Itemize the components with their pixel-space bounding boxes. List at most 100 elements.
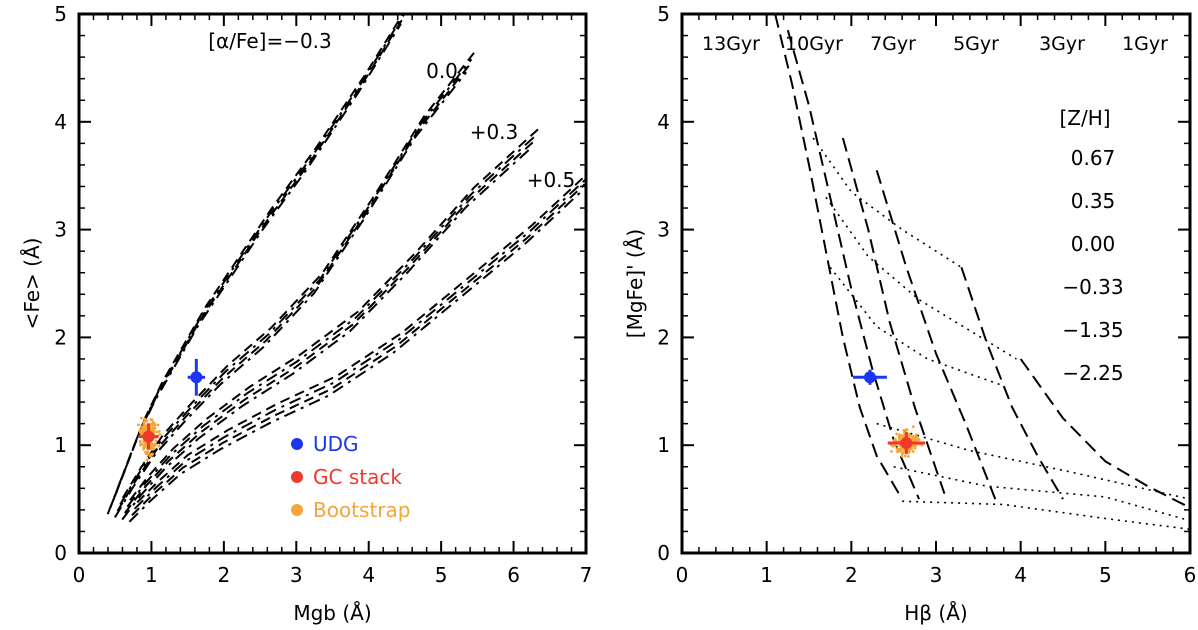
alpha-fe-label-fe-0-3: [α/Fe]=−0.3 <box>208 29 332 53</box>
point-marker <box>142 430 155 443</box>
y-tick-label: 1 <box>657 433 670 457</box>
data-point-udg <box>187 358 206 396</box>
point-marker <box>863 371 876 384</box>
legend-label-bootstrap: Bootstrap <box>313 498 410 522</box>
age-label-3gyr: 3Gyr <box>1039 33 1085 55</box>
iso-age-track-5gyr <box>875 170 997 500</box>
bootstrap-point <box>901 451 905 455</box>
y-tick-label: 2 <box>54 325 67 349</box>
legend-marker-bootstrap <box>291 504 303 516</box>
y-axis-label: [MgFe]' (Å) <box>623 229 647 338</box>
bootstrap-point <box>895 450 899 454</box>
bootstrap-point <box>908 433 912 437</box>
bootstrap-point <box>138 441 142 445</box>
data-point-udg <box>853 369 887 385</box>
bootstrap-point <box>143 441 147 445</box>
bootstrap-point <box>895 447 899 450</box>
bootstrap-point <box>149 418 153 421</box>
bootstrap-point <box>911 450 915 453</box>
bootstrap-point <box>898 436 902 440</box>
x-tick-label: 6 <box>507 563 520 587</box>
x-tick-label: 6 <box>1184 563 1197 587</box>
bootstrap-point <box>893 437 897 441</box>
age-label-7gyr: 7Gyr <box>870 33 916 55</box>
plot-frame <box>77 12 588 555</box>
age-label-13gyr: 13Gyr <box>702 33 760 55</box>
age-label-5gyr: 5Gyr <box>953 33 999 55</box>
bootstrap-point <box>141 429 145 433</box>
model-track-0-3 <box>126 133 538 508</box>
alpha-fe-label-0-3: +0.3 <box>470 120 519 144</box>
x-tick-label: 1 <box>145 563 158 587</box>
y-tick-label: 4 <box>657 110 670 134</box>
model-track-fe-0-3 <box>111 14 406 502</box>
model-track-fe-0-3 <box>106 23 402 515</box>
bootstrap-point <box>142 422 146 426</box>
bootstrap-point <box>152 423 155 427</box>
point-marker <box>900 437 913 450</box>
x-tick-label: 2 <box>217 563 230 587</box>
bootstrap-point <box>158 433 162 436</box>
bootstrap-point <box>149 452 153 456</box>
model-track-0-5 <box>131 183 586 516</box>
bootstrap-point <box>898 447 902 451</box>
plot-area <box>106 14 586 523</box>
age-label-1gyr: 1Gyr <box>1122 33 1168 55</box>
y-tick-label: 1 <box>54 433 67 457</box>
bootstrap-point <box>157 429 161 433</box>
bootstrap-point <box>899 450 903 453</box>
data-point-gc-stack <box>887 432 925 454</box>
x-tick-label: 3 <box>290 563 303 587</box>
metallicity-label-0-33: −0.33 <box>1062 275 1123 299</box>
x-tick-label: 1 <box>760 563 773 587</box>
bootstrap-point <box>910 437 914 441</box>
iso-age-track-3gyr <box>960 267 1064 500</box>
iso-metal-track-2-25 <box>902 500 1190 531</box>
model-track-0-3 <box>129 127 540 501</box>
bootstrap-point <box>145 458 149 462</box>
metallicity-label-0-35: 0.35 <box>1071 189 1116 213</box>
bootstrap-point <box>150 442 154 446</box>
x-tick-label: 5 <box>1099 563 1112 587</box>
model-track-0-5 <box>133 177 586 510</box>
bootstrap-point <box>142 447 146 451</box>
bootstrap-point <box>137 423 140 427</box>
y-tick-label: 2 <box>657 325 670 349</box>
left-panel-mgb-vs-fe: 0 1 2 3 4 5 6 7 0 1 2 3 4 5 Mgb (Å) <Fe> (Å) [α/Fe]=−0.3… <box>20 2 592 625</box>
x-tick-label: 3 <box>930 563 943 587</box>
bootstrap-point <box>141 425 145 429</box>
metallicity-label-0-67: 0.67 <box>1071 146 1116 170</box>
bootstrap-point <box>154 439 158 443</box>
x-axis-label: Mgb (Å) <box>293 601 371 625</box>
iso-metal-track-1-35 <box>893 465 1190 522</box>
bootstrap-point <box>153 426 157 430</box>
model-track-0-3 <box>121 146 533 521</box>
bootstrap-point <box>910 447 914 451</box>
bootstrap-point <box>152 430 156 433</box>
metallicity-label-0-00: 0.00 <box>1071 232 1116 256</box>
model-track-0-0 <box>116 65 470 512</box>
bootstrap-point <box>139 416 143 420</box>
point-marker <box>190 371 203 384</box>
y-tick-label: 0 <box>657 541 670 565</box>
bootstrap-point <box>900 454 904 458</box>
model-track-0-3 <box>123 140 535 514</box>
bootstrap-point <box>913 446 917 450</box>
y-tick-label: 5 <box>54 2 67 26</box>
metallicity-label-1-35: −1.35 <box>1062 318 1123 342</box>
y-tick-label: 4 <box>54 110 67 134</box>
bootstrap-point <box>144 419 148 423</box>
x-tick-label: 4 <box>362 563 375 587</box>
bootstrap-point <box>151 426 155 430</box>
legend-label-gc-stack: GC stack <box>313 465 402 489</box>
bootstrap-point <box>903 454 907 458</box>
bootstrap-point <box>907 451 911 455</box>
y-tick-label: 5 <box>657 2 670 26</box>
legend-marker-udg <box>291 438 303 450</box>
y-tick-label: 0 <box>54 541 67 565</box>
iso-metal-track-0-35 <box>825 196 1017 360</box>
x-tick-label: 7 <box>580 563 593 587</box>
plot-area <box>774 14 1190 531</box>
iso-age-track-10gyr <box>786 29 920 500</box>
